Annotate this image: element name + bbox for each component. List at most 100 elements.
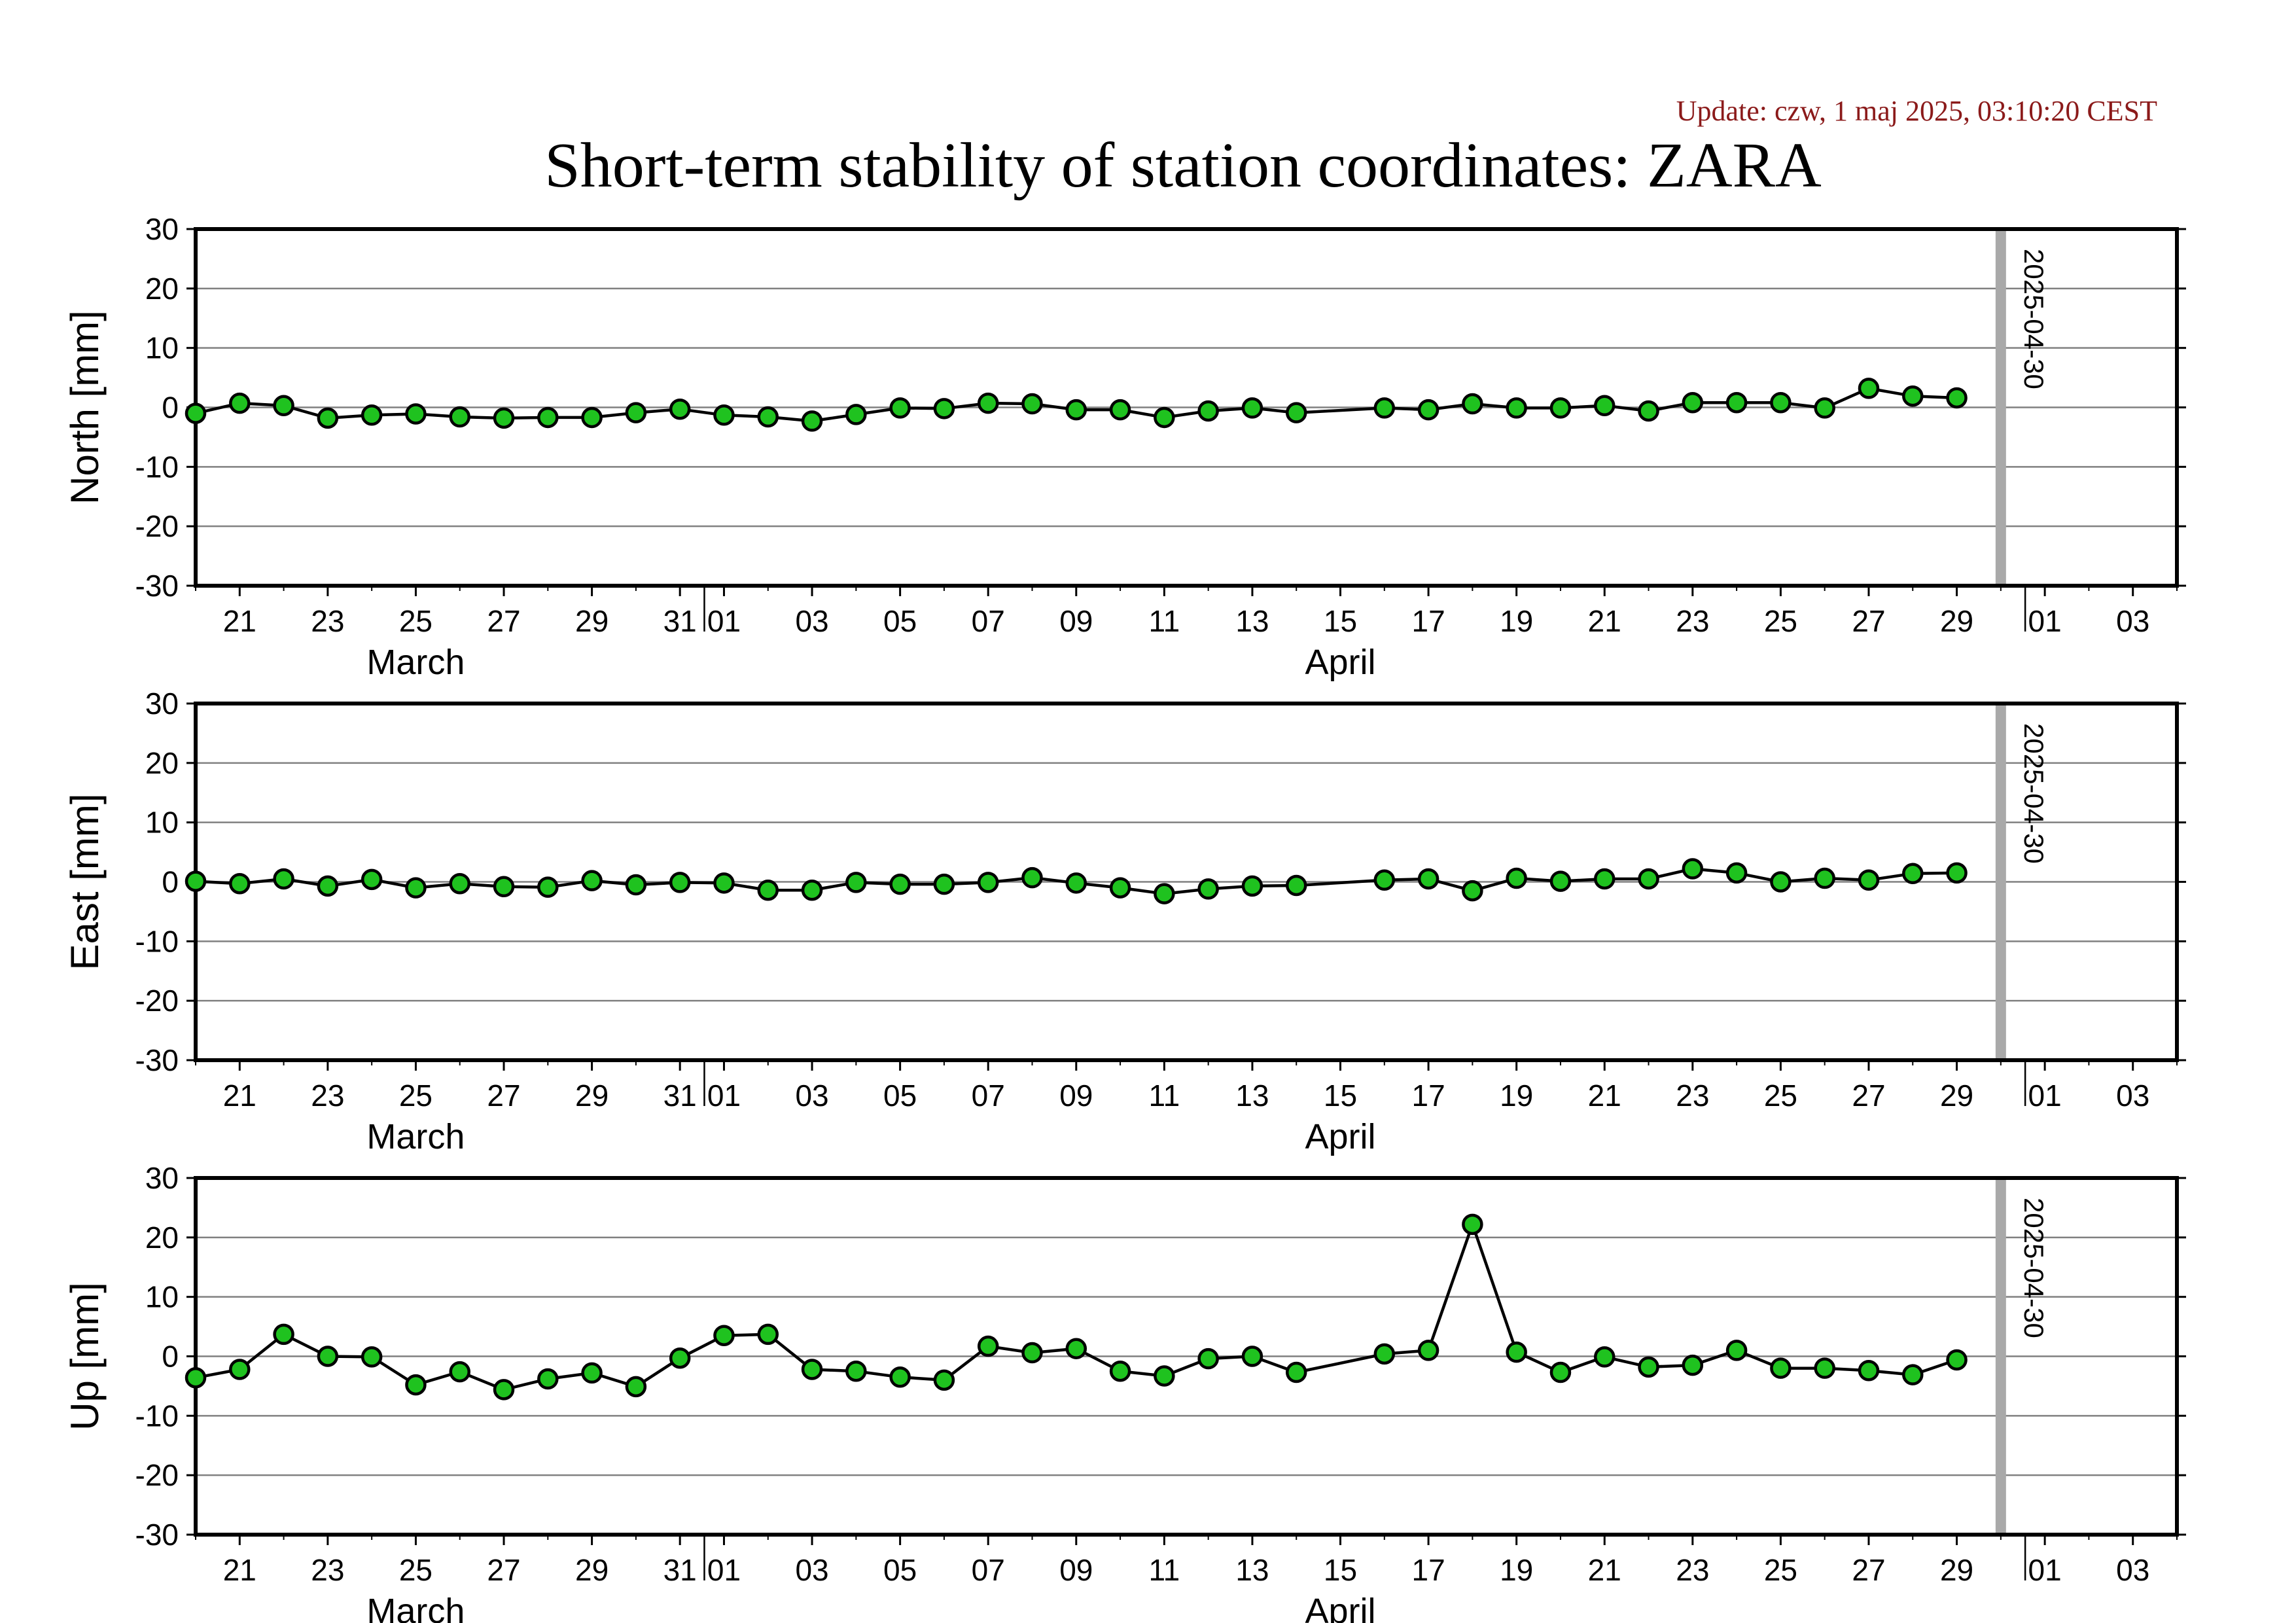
data-point bbox=[1021, 393, 1043, 415]
data-point bbox=[1946, 1349, 1968, 1371]
data-point bbox=[1549, 1361, 1572, 1383]
y-tick-label: 30 bbox=[145, 687, 179, 721]
data-point bbox=[581, 406, 603, 429]
data-point bbox=[845, 1360, 867, 1382]
data-point bbox=[1065, 399, 1087, 421]
data-point bbox=[1373, 397, 1396, 419]
x-tick-label: 03 bbox=[795, 1079, 828, 1113]
data-point bbox=[1858, 378, 1880, 399]
chart-title: Short-term stability of station coordina… bbox=[544, 130, 1822, 201]
update-text: Update: czw, 1 maj 2025, 03:10:20 CEST bbox=[1676, 95, 2157, 127]
data-point bbox=[229, 392, 251, 414]
y-tick-label: 10 bbox=[145, 806, 179, 840]
panel-north: 2025-04-30 30 20 10 0 -10 -20 -30 North [mm] 21 23… bbox=[63, 212, 2186, 682]
y-tick-label: 0 bbox=[162, 1340, 179, 1374]
data-point bbox=[1417, 1340, 1439, 1361]
data-point bbox=[1373, 1343, 1396, 1365]
data-point bbox=[889, 873, 911, 895]
x-tick-label: 01 bbox=[707, 1079, 741, 1113]
month-label: March bbox=[366, 643, 465, 682]
data-point bbox=[1902, 1364, 1924, 1385]
x-tick-label: 07 bbox=[972, 604, 1005, 638]
data-point bbox=[669, 1347, 691, 1369]
x-tick-label: 29 bbox=[575, 1079, 609, 1113]
data-point bbox=[1285, 874, 1307, 897]
month-label: April bbox=[1305, 1117, 1375, 1156]
data-point bbox=[1021, 1342, 1043, 1364]
data-point bbox=[1770, 391, 1792, 414]
data-point bbox=[1638, 1356, 1659, 1378]
panel-east: 2025-04-30 30 20 10 0 -10 -20 -30 East [mm] 21 23 2… bbox=[63, 687, 2186, 1156]
x-tick-label: 29 bbox=[1940, 604, 1973, 638]
data-point bbox=[1682, 858, 1704, 880]
y-tick-label: -30 bbox=[135, 1518, 179, 1552]
x-tick-label: 09 bbox=[1059, 1079, 1093, 1113]
data-point bbox=[405, 877, 427, 899]
y-tick-label: -30 bbox=[135, 569, 179, 603]
x-tick-label: 25 bbox=[1764, 1553, 1797, 1587]
data-point bbox=[361, 404, 383, 426]
data-point bbox=[625, 1376, 647, 1398]
x-tick-label: 25 bbox=[399, 604, 433, 638]
data-point bbox=[713, 872, 735, 894]
x-tick-label: 25 bbox=[399, 1079, 433, 1113]
y-tick-label: 30 bbox=[145, 1161, 179, 1195]
x-tick-label: 03 bbox=[795, 604, 828, 638]
data-point bbox=[1109, 877, 1131, 899]
data-point bbox=[1946, 862, 1968, 884]
x-tick-label: 17 bbox=[1412, 1079, 1445, 1113]
x-tick-label: 09 bbox=[1059, 604, 1093, 638]
month-label: April bbox=[1305, 643, 1375, 682]
data-point bbox=[449, 872, 470, 895]
x-tick-label: 07 bbox=[972, 1079, 1005, 1113]
data-point bbox=[977, 392, 999, 414]
data-point bbox=[1241, 397, 1263, 419]
data-point bbox=[229, 872, 251, 895]
x-tick-label: 25 bbox=[1764, 604, 1797, 638]
today-label: 2025-04-30 bbox=[2019, 723, 2049, 864]
x-tick-label: 27 bbox=[1852, 604, 1885, 638]
data-point bbox=[889, 397, 911, 419]
data-point bbox=[493, 407, 515, 429]
x-tick-label: 07 bbox=[972, 1553, 1005, 1587]
x-tick-label: 03 bbox=[2116, 1079, 2149, 1113]
x-tick-label: 01 bbox=[707, 1553, 741, 1587]
series-line bbox=[195, 1219, 1958, 1391]
x-tick-label: 19 bbox=[1500, 1079, 1533, 1113]
x-tick-label: 25 bbox=[399, 1553, 433, 1587]
y-tick-label: 30 bbox=[145, 212, 179, 246]
x-tick-label: 11 bbox=[1148, 1079, 1180, 1113]
x-tick-label: 13 bbox=[1235, 604, 1269, 638]
data-point bbox=[933, 1369, 955, 1391]
x-tick-label: 21 bbox=[1588, 1079, 1621, 1113]
x-tick-label: 27 bbox=[1852, 1553, 1885, 1587]
data-point bbox=[317, 875, 339, 897]
data-point bbox=[977, 872, 999, 893]
x-tick-label: 01 bbox=[2028, 1079, 2062, 1113]
data-point bbox=[1593, 1346, 1616, 1368]
x-tick-label: 23 bbox=[311, 1553, 344, 1587]
x-tick-label: 29 bbox=[575, 1553, 609, 1587]
data-point bbox=[1109, 1360, 1131, 1382]
x-tick-label: 05 bbox=[883, 1079, 917, 1113]
x-tick-label: 23 bbox=[311, 604, 344, 638]
data-point bbox=[1506, 1341, 1527, 1363]
data-point bbox=[405, 403, 427, 425]
month-label: March bbox=[366, 1117, 465, 1156]
x-tick-label: 01 bbox=[2028, 604, 2062, 638]
y-tick-label: -20 bbox=[135, 509, 179, 543]
y-tick-label: 20 bbox=[145, 272, 179, 306]
data-point bbox=[185, 402, 207, 424]
data-point bbox=[801, 879, 823, 901]
data-point bbox=[273, 395, 294, 417]
data-point bbox=[757, 879, 779, 901]
y-tick-label: 10 bbox=[145, 331, 179, 365]
data-point bbox=[625, 402, 647, 423]
x-tick-label: 01 bbox=[2028, 1553, 2062, 1587]
data-point bbox=[1902, 863, 1924, 885]
data-point bbox=[801, 410, 823, 432]
x-tick-label: 17 bbox=[1412, 604, 1445, 638]
x-tick-label: 13 bbox=[1235, 1079, 1269, 1113]
data-point bbox=[1858, 1360, 1880, 1382]
